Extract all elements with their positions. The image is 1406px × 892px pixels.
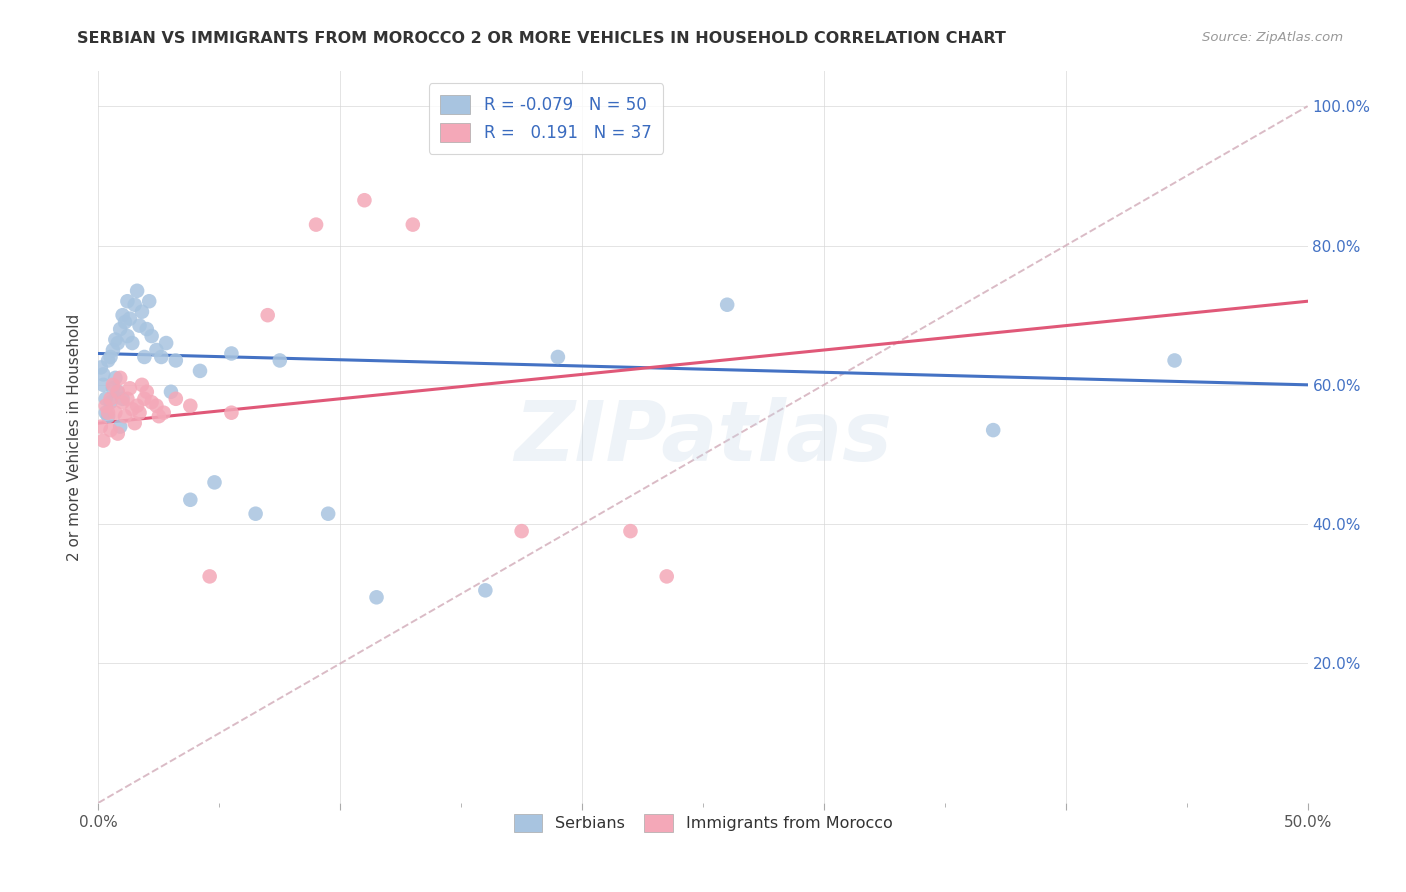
Point	[121, 336, 143, 351]
Point	[100, 395, 122, 409]
Y-axis label: 2 or more Vehicles in Household: 2 or more Vehicles in Household	[67, 313, 83, 561]
Point	[107, 384, 129, 399]
Point	[111, 392, 134, 406]
Point	[716, 298, 738, 312]
Point	[108, 322, 131, 336]
Point	[547, 350, 569, 364]
Point	[90, 419, 112, 434]
Point	[91, 434, 114, 448]
Point	[148, 409, 170, 424]
Point	[107, 426, 129, 441]
Point	[121, 402, 143, 417]
Point	[128, 406, 150, 420]
Point	[1163, 353, 1185, 368]
Point	[91, 368, 114, 382]
Point	[221, 406, 243, 420]
Point	[114, 315, 136, 329]
Point	[510, 524, 533, 538]
Point	[135, 384, 157, 399]
Point	[101, 343, 124, 357]
Point	[107, 336, 129, 351]
Point	[108, 419, 131, 434]
Point	[97, 353, 120, 368]
Point	[402, 218, 425, 232]
Point	[117, 329, 139, 343]
Point	[474, 583, 496, 598]
Point	[165, 353, 187, 368]
Point	[366, 591, 388, 605]
Point	[152, 406, 174, 420]
Point	[305, 218, 328, 232]
Point	[104, 406, 127, 420]
Point	[155, 336, 177, 351]
Point	[127, 284, 149, 298]
Point	[353, 193, 375, 207]
Point	[655, 569, 678, 583]
Point	[131, 304, 153, 318]
Point	[100, 350, 122, 364]
Point	[117, 392, 139, 406]
Text: SERBIAN VS IMMIGRANTS FROM MOROCCO 2 OR MORE VEHICLES IN HOUSEHOLD CORRELATION C: SERBIAN VS IMMIGRANTS FROM MOROCCO 2 OR …	[77, 31, 1007, 46]
Point	[141, 329, 163, 343]
Point	[145, 399, 167, 413]
Point	[94, 406, 117, 420]
Point	[100, 392, 122, 406]
Point	[107, 384, 129, 399]
Point	[145, 343, 167, 357]
Point	[198, 569, 221, 583]
Point	[131, 377, 153, 392]
Point	[91, 377, 114, 392]
Point	[134, 350, 156, 364]
Point	[118, 381, 141, 395]
Point	[124, 416, 146, 430]
Point	[117, 294, 139, 309]
Point	[101, 377, 124, 392]
Point	[150, 350, 173, 364]
Point	[141, 395, 163, 409]
Point	[100, 423, 122, 437]
Point	[160, 384, 183, 399]
Text: Source: ZipAtlas.com: Source: ZipAtlas.com	[1202, 31, 1343, 45]
Point	[135, 322, 157, 336]
Point	[188, 364, 211, 378]
Point	[316, 507, 339, 521]
Point	[256, 308, 278, 322]
Point	[108, 371, 131, 385]
Point	[97, 409, 120, 424]
Point	[204, 475, 226, 490]
Point	[104, 371, 127, 385]
Point	[269, 353, 291, 368]
Point	[127, 399, 149, 413]
Point	[619, 524, 641, 538]
Point	[90, 360, 112, 375]
Point	[245, 507, 267, 521]
Point	[128, 318, 150, 333]
Point	[111, 395, 134, 409]
Text: ZIPatlas: ZIPatlas	[515, 397, 891, 477]
Point	[981, 423, 1004, 437]
Point	[138, 294, 160, 309]
Point	[179, 399, 201, 413]
Point	[165, 392, 187, 406]
Point	[221, 346, 243, 360]
Point	[114, 409, 136, 424]
Point	[124, 298, 146, 312]
Point	[101, 381, 124, 395]
Point	[118, 311, 141, 326]
Point	[104, 333, 127, 347]
Point	[111, 308, 134, 322]
Legend: Serbians, Immigrants from Morocco: Serbians, Immigrants from Morocco	[508, 807, 898, 838]
Point	[97, 406, 120, 420]
Point	[94, 399, 117, 413]
Point	[94, 392, 117, 406]
Point	[179, 492, 201, 507]
Point	[134, 392, 156, 406]
